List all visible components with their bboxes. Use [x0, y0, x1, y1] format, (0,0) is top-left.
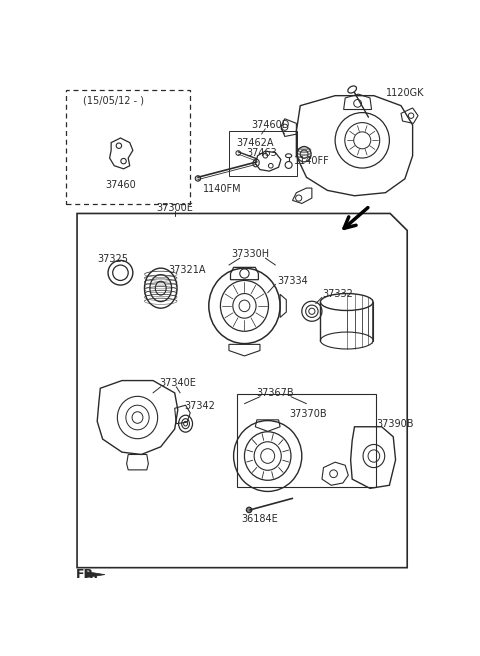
Text: 1120GK: 1120GK	[385, 88, 424, 98]
Text: 1140FM: 1140FM	[204, 184, 242, 194]
Text: 37325: 37325	[97, 254, 128, 264]
Text: 37332: 37332	[322, 289, 353, 299]
Text: 1140FF: 1140FF	[294, 156, 330, 166]
Text: 37330H: 37330H	[231, 249, 270, 259]
Text: 37367B: 37367B	[257, 388, 294, 398]
Text: 37342: 37342	[184, 401, 215, 411]
Text: 37390B: 37390B	[376, 419, 414, 428]
Bar	[237, 394, 376, 487]
Circle shape	[195, 176, 201, 181]
Text: FR.: FR.	[75, 568, 98, 581]
Bar	[66, 91, 190, 204]
Text: 37321A: 37321A	[168, 264, 206, 275]
Text: 37334: 37334	[277, 276, 308, 286]
Text: 37462A: 37462A	[237, 138, 274, 148]
Text: (15/05/12 - ): (15/05/12 - )	[83, 95, 144, 105]
Text: 37340E: 37340E	[159, 378, 196, 388]
Text: 37460: 37460	[105, 180, 136, 190]
Text: 37370B: 37370B	[289, 409, 327, 419]
Text: 37463: 37463	[246, 148, 277, 158]
Text: 37460D: 37460D	[252, 120, 290, 130]
Text: 37300E: 37300E	[156, 203, 193, 213]
Bar	[229, 131, 297, 176]
Polygon shape	[85, 571, 105, 578]
Circle shape	[246, 507, 252, 512]
Text: 36184E: 36184E	[241, 514, 278, 524]
